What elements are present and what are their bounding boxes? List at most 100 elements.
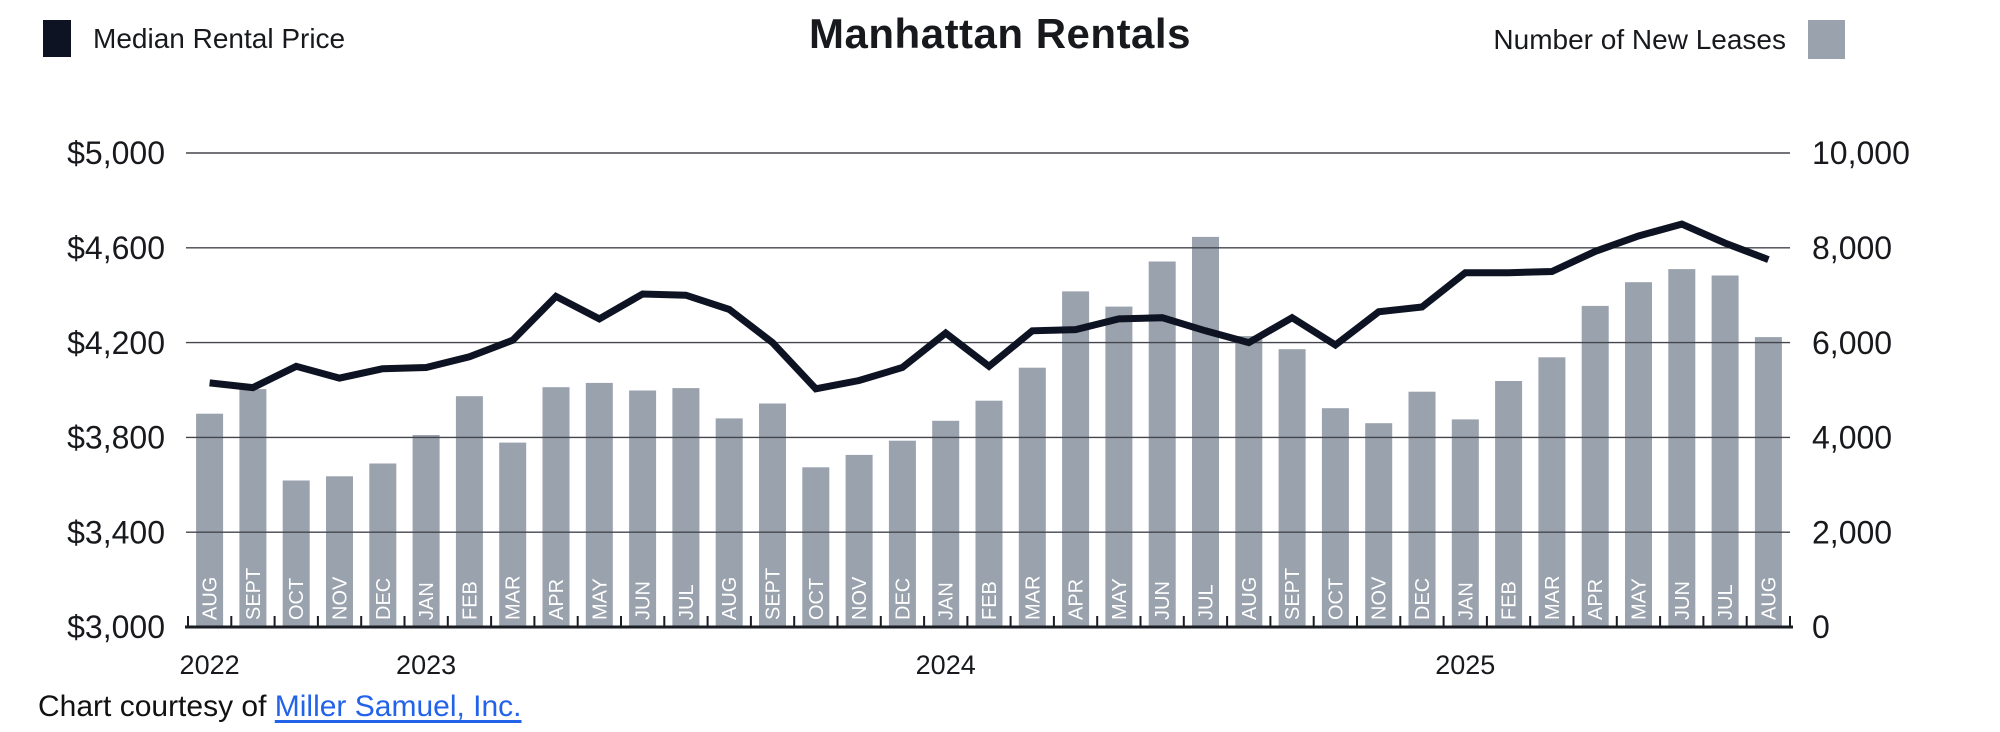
lease-bar — [1235, 336, 1263, 627]
month-label: MAY — [1629, 578, 1651, 620]
lease-bar — [672, 388, 700, 627]
year-label: 2023 — [396, 650, 456, 680]
left-axis-tick-label: $5,000 — [67, 135, 165, 171]
month-label: NOV — [849, 576, 871, 620]
lease-bar — [1754, 337, 1782, 627]
month-label: JUL — [1715, 584, 1737, 620]
left-axis-tick-label: $3,000 — [67, 609, 165, 645]
month-label: JUN — [1152, 581, 1174, 620]
lease-bar — [1192, 236, 1219, 627]
lease-bar — [1711, 275, 1739, 627]
month-label: JUL — [1196, 584, 1218, 620]
lease-bar — [1321, 408, 1349, 627]
month-label: MAR — [503, 576, 525, 620]
lease-bar — [975, 400, 1003, 627]
month-label: AUG — [1758, 577, 1780, 620]
credit-text: Chart courtesy of — [38, 690, 275, 723]
lease-bar — [1538, 357, 1566, 627]
month-label: MAR — [1022, 576, 1044, 620]
month-label: JUN — [633, 581, 655, 620]
month-label: NOV — [330, 576, 352, 620]
left-axis-tick-label: $3,400 — [67, 514, 165, 550]
month-label: MAR — [1542, 576, 1564, 620]
lease-bar — [1668, 269, 1696, 627]
lease-bar — [1062, 291, 1090, 627]
right-axis-tick-label: 10,000 — [1812, 135, 1910, 171]
month-label: AUG — [200, 577, 222, 620]
month-label: OCT — [806, 578, 828, 620]
month-label: NOV — [1369, 576, 1391, 620]
month-label: APR — [546, 579, 568, 620]
month-label: AUG — [719, 577, 741, 620]
lease-bar — [1451, 419, 1479, 627]
month-label: DEC — [373, 578, 395, 620]
left-axis-tick-label: $4,600 — [67, 230, 165, 266]
legend-median-label: Median Rental Price — [93, 22, 346, 54]
page-title: Manhattan Rentals — [809, 10, 1191, 57]
month-label: APR — [1585, 579, 1607, 620]
right-axis-tick-label: 8,000 — [1812, 230, 1892, 266]
lease-bar — [412, 435, 440, 627]
year-label: 2025 — [1435, 650, 1495, 680]
new-leases-swatch-icon — [1808, 20, 1845, 59]
right-axis-tick-label: 4,000 — [1812, 420, 1892, 456]
lease-bar — [239, 389, 267, 627]
month-label: JUL — [676, 584, 698, 620]
lease-bar — [1018, 367, 1046, 627]
month-label: AUG — [1239, 577, 1261, 620]
lease-bar — [1105, 306, 1133, 627]
month-label: JAN — [936, 582, 958, 620]
lease-bar — [542, 387, 570, 627]
right-axis-tick-label: 0 — [1812, 609, 1830, 645]
month-label: JAN — [416, 582, 438, 620]
month-label: FEB — [979, 581, 1001, 620]
lease-bar — [455, 396, 483, 627]
lease-bar — [585, 382, 613, 627]
month-label: SEPT — [763, 568, 785, 620]
month-label: SEPT — [243, 568, 265, 620]
lease-bar — [1495, 381, 1523, 627]
month-label: JUN — [1672, 581, 1694, 620]
lease-bar — [1408, 391, 1436, 627]
lease-bar — [369, 463, 397, 627]
month-label: MAY — [1109, 578, 1131, 620]
lease-bar — [196, 413, 224, 627]
lease-bar — [282, 480, 310, 627]
month-label: FEB — [1499, 581, 1521, 620]
lease-bar — [1625, 282, 1652, 627]
month-label: OCT — [1325, 578, 1347, 620]
median-price-swatch-icon — [43, 20, 71, 57]
lease-bar — [932, 420, 960, 627]
lease-bar — [715, 418, 743, 627]
lease-bar — [499, 442, 527, 627]
median-price-line — [209, 220, 1770, 393]
month-label: FEB — [459, 581, 481, 620]
lease-bar — [1581, 305, 1609, 627]
lease-bar — [888, 440, 916, 627]
left-axis-tick-label: $4,200 — [67, 325, 165, 361]
lease-bar — [759, 403, 786, 627]
left-axis-tick-label: $3,800 — [67, 420, 165, 456]
year-label: 2024 — [916, 650, 976, 680]
footer-credit: Chart courtesy of Miller Samuel, Inc. — [38, 690, 522, 724]
lease-bar — [1365, 423, 1393, 627]
month-label: SEPT — [1282, 568, 1304, 620]
legend-median-rental-price: Median Rental Price — [43, 20, 345, 57]
lease-bar — [845, 454, 873, 627]
lease-bar — [326, 476, 353, 627]
miller-samuel-link[interactable]: Miller Samuel, Inc. — [274, 690, 522, 723]
lease-bar — [629, 390, 657, 627]
lease-bar — [1278, 349, 1306, 627]
month-label: DEC — [1412, 578, 1434, 620]
month-label: DEC — [892, 578, 914, 620]
right-axis-tick-label: 6,000 — [1812, 325, 1892, 361]
lease-bar — [802, 467, 830, 627]
month-label: OCT — [286, 578, 308, 620]
legend-leases-label: Number of New Leases — [1493, 23, 1786, 55]
month-label: JAN — [1455, 582, 1477, 620]
month-label: APR — [1066, 579, 1088, 620]
right-axis-tick-label: 2,000 — [1812, 514, 1892, 550]
month-label: MAY — [589, 578, 611, 620]
legend-new-leases: Number of New Leases — [1493, 20, 1845, 59]
